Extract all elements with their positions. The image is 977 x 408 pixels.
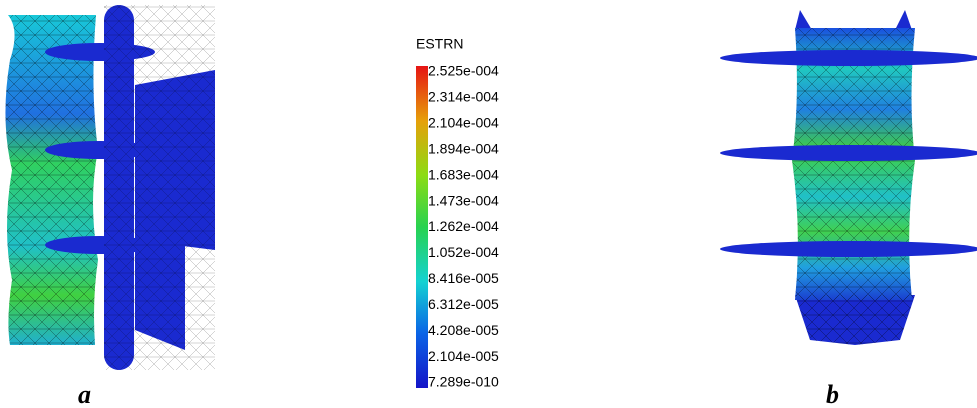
legend-title: ESTRN: [416, 36, 463, 52]
model-b: [720, 10, 977, 345]
colorbar-label: 1.262e-004: [428, 218, 499, 234]
panel-label: b: [826, 380, 839, 408]
colorbar: [416, 66, 428, 388]
panel-label: a: [78, 380, 91, 408]
colorbar-label: 1.473e-004: [428, 192, 499, 208]
colorbar-label: 1.683e-004: [428, 166, 499, 182]
colorbar-label: 8.416e-005: [428, 270, 499, 286]
colorbar-label: 2.104e-004: [428, 115, 499, 131]
colorbar-label: 1.894e-004: [428, 140, 499, 156]
colorbar-label: 7.289e-010: [428, 374, 499, 390]
colorbar-label: 6.312e-005: [428, 296, 499, 312]
colorbar-label: 2.525e-004: [428, 63, 499, 79]
colorbar-label: 2.104e-005: [428, 348, 499, 364]
colorbar-label: 2.314e-004: [428, 89, 499, 105]
model-a: [5, 5, 215, 370]
colorbar-label: 4.208e-005: [428, 322, 499, 338]
colorbar-label: 1.052e-004: [428, 244, 499, 260]
figure: ESTRN 2.525e-004 2.314e-004 2.104e-004 1.89…: [0, 0, 977, 408]
